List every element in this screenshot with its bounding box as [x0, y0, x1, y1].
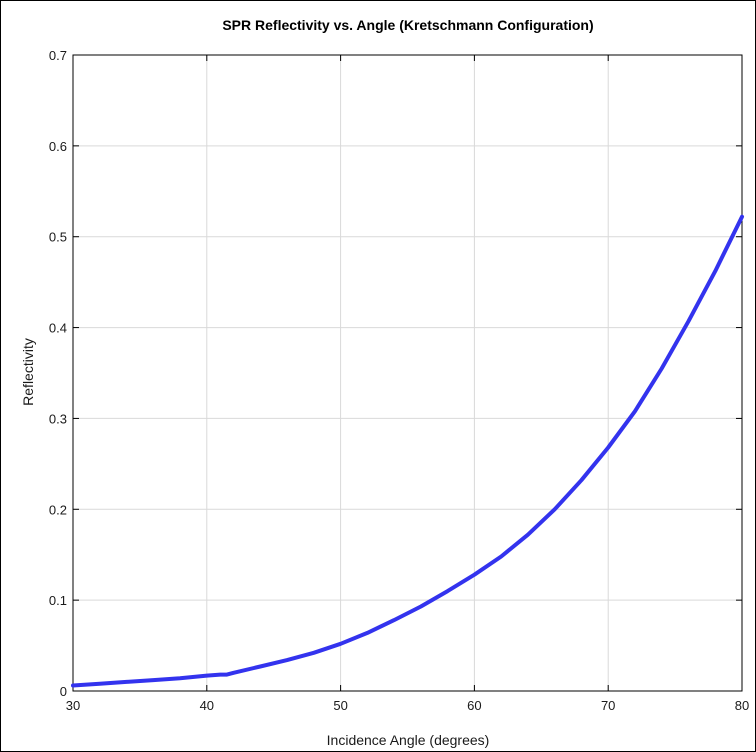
chart-title: SPR Reflectivity vs. Angle (Kretschmann …	[222, 17, 593, 33]
axes: 30 40 50 60 70 80 0 0.1 0.2 0.3 0.4 0.5 0.6 0.7	[49, 48, 749, 713]
y-tick-label-7: 0.7	[49, 48, 67, 63]
series-line-0	[71, 214, 744, 688]
y-tick-label-5: 0.5	[49, 230, 67, 245]
y-tick-label-1: 0.1	[49, 593, 67, 608]
x-tick-label-3: 60	[467, 698, 481, 713]
x-tick-label-2: 50	[333, 698, 347, 713]
series-layer	[71, 214, 744, 688]
y-tick-label-4: 0.4	[49, 321, 67, 336]
y-tick-label-3: 0.3	[49, 411, 67, 426]
x-tick-label-0: 30	[66, 698, 80, 713]
grid	[72, 54, 743, 692]
y-axis-label: Reflectivity	[20, 338, 36, 406]
x-tick-label-4: 70	[601, 698, 615, 713]
y-tick-label-0: 0	[60, 684, 67, 699]
y-tick-label-2: 0.2	[49, 502, 67, 517]
x-axis-label: Incidence Angle (degrees)	[327, 732, 490, 748]
x-tick-label-1: 40	[200, 698, 214, 713]
plot-area	[72, 54, 743, 692]
y-tick-label-6: 0.6	[49, 139, 67, 154]
x-tick-label-5: 80	[735, 698, 749, 713]
